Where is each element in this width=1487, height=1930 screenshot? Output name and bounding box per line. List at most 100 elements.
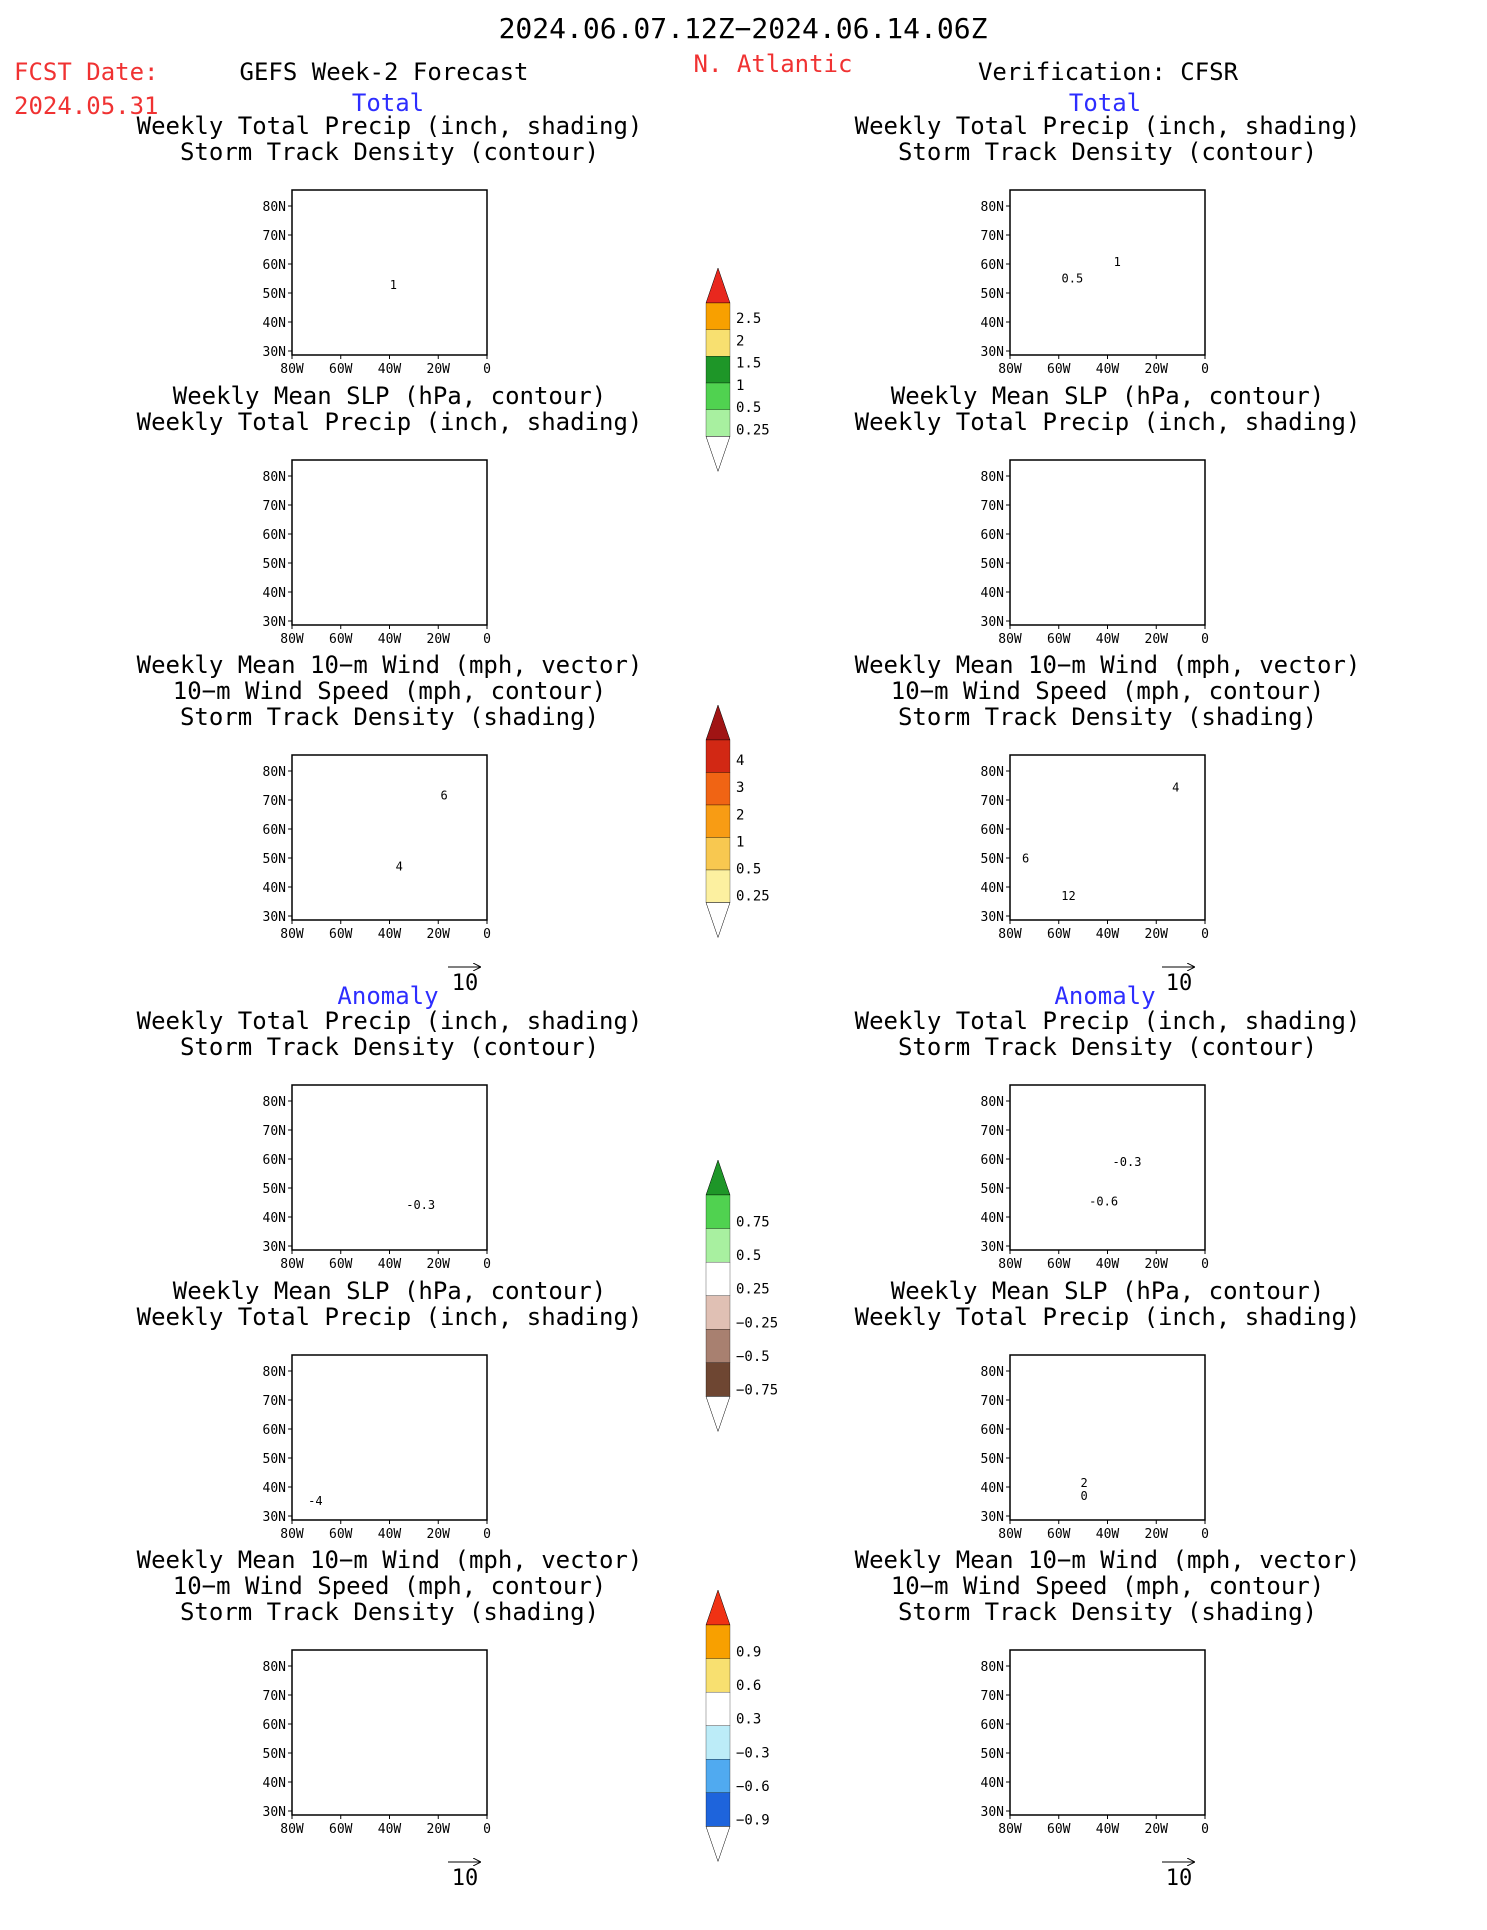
contour-label: 0 [1080, 1489, 1087, 1503]
lat-tick-label: 60N [263, 823, 286, 838]
section-total-right: Total [1069, 89, 1141, 117]
lon-tick-label: 60W [1047, 927, 1071, 942]
lon-tick-label: 80W [280, 632, 304, 647]
lon-tick-label: 40W [378, 927, 402, 942]
lon-tick-label: 60W [1047, 362, 1071, 377]
map-panel-ob-slp: Weekly Mean SLP (hPa, contour)Weekly Tot… [855, 382, 1361, 647]
contour-label: 2 [1080, 1476, 1087, 1490]
lat-tick-label: 70N [981, 1124, 1004, 1139]
lat-tick-label: 60N [263, 1153, 286, 1168]
lat-tick-label: 80N [981, 765, 1004, 780]
lat-tick-label: 30N [981, 1240, 1004, 1255]
map-plot-area: 80N 70N 60N 50N 40N 30N 80W 60W 40W 20W 0 [981, 459, 1209, 647]
colorbar-label: 1.5 [736, 356, 761, 372]
colorbar-label: −0.3 [736, 1745, 770, 1761]
colorbar-label: 2 [736, 333, 744, 349]
lat-tick-label: 70N [981, 1394, 1004, 1409]
map-plot-area: 1 80N 70N 60N 50N 40N 30N 80W 60W 40W 20W 0 [263, 189, 491, 377]
lon-tick-label: 40W [1096, 632, 1120, 647]
lat-tick-label: 30N [981, 1510, 1004, 1525]
lon-tick-label: 60W [329, 1527, 353, 1542]
lat-tick-label: 30N [263, 615, 286, 630]
map-panel-ob-wind: Weekly Mean 10−m Wind (mph, vector)10−m … [855, 651, 1361, 942]
lat-tick-label: 30N [263, 345, 286, 360]
lat-tick-label: 80N [981, 200, 1004, 215]
contour-label: 6 [440, 789, 447, 803]
lon-tick-label: 60W [1047, 1822, 1071, 1837]
lat-tick-label: 40N [263, 1211, 286, 1226]
lon-tick-label: 80W [998, 632, 1022, 647]
contour-label: -0.3 [406, 1198, 435, 1212]
colorbar-label: 0.6 [736, 1678, 761, 1694]
map-plot-area: -4 80N 70N 60N 50N 40N 30N 80W 60W 40W 20W 0 [263, 1354, 491, 1542]
lon-tick-label: 80W [998, 927, 1022, 942]
lat-tick-label: 60N [981, 1718, 1004, 1733]
lat-tick-label: 80N [263, 765, 286, 780]
lon-tick-label: 40W [378, 1527, 402, 1542]
section-anomaly-left: Anomaly [337, 982, 438, 1010]
colorbar-label: 4 [736, 753, 744, 769]
vector-ref-wind-fc: 10 [448, 967, 480, 996]
panel-title-line: Weekly Mean SLP (hPa, contour) [173, 382, 606, 410]
colorbars: 2.5 2 1.5 1 0.5 0.25 4 3 2 1 0.5 0.25 0.75 0.5 0.25 −0.… [705, 267, 778, 1863]
lon-tick-label: 40W [1096, 1822, 1120, 1837]
lat-tick-label: 40N [981, 586, 1004, 601]
lon-tick-label: 40W [378, 1822, 402, 1837]
panel-title-line: Weekly Total Precip (inch, shading) [855, 1303, 1361, 1331]
map-panel-fa-precip: Weekly Total Precip (inch, shading)Storm… [137, 1007, 643, 1272]
lat-tick-label: 60N [263, 258, 286, 273]
lon-tick-label: 20W [427, 927, 451, 942]
lon-tick-label: 20W [427, 1822, 451, 1837]
lat-tick-label: 60N [263, 1718, 286, 1733]
map-panel-oa-slp: Weekly Mean SLP (hPa, contour)Weekly Tot… [855, 1277, 1361, 1542]
map-plot-area: -0.3 -0.6 80N 70N 60N 50N 40N 30N 80W 60W 40W 20W 0 [981, 1084, 1209, 1272]
lon-tick-label: 0 [1201, 927, 1209, 942]
lat-tick-label: 70N [263, 1124, 286, 1139]
lat-tick-label: 30N [981, 910, 1004, 925]
vector-ref-label: 10 [452, 1866, 479, 1891]
map-panel-oa-precip: Weekly Total Precip (inch, shading)Storm… [855, 1007, 1361, 1272]
lat-tick-label: 80N [263, 470, 286, 485]
panel-title-line: Weekly Total Precip (inch, shading) [137, 1007, 643, 1035]
lat-tick-label: 50N [263, 1747, 286, 1762]
colorbar-label: 0.25 [736, 889, 770, 905]
lat-tick-label: 60N [263, 528, 286, 543]
map-plot-area: 4 6 80N 70N 60N 50N 40N 30N 80W 60W 40W 20W 0 [263, 754, 491, 942]
lon-tick-label: 0 [483, 1257, 491, 1272]
colorbar-label: 0.5 [736, 400, 761, 416]
lat-tick-label: 40N [981, 881, 1004, 896]
lat-tick-label: 40N [981, 316, 1004, 331]
lon-tick-label: 40W [378, 1257, 402, 1272]
panel-title-line: Weekly Total Precip (inch, shading) [137, 112, 643, 140]
vector-ref-label: 10 [1166, 971, 1193, 996]
panel-title-line: Weekly Mean 10−m Wind (mph, vector) [855, 1546, 1361, 1574]
lat-tick-label: 50N [263, 1182, 286, 1197]
lon-tick-label: 20W [427, 362, 451, 377]
lat-tick-label: 60N [981, 1423, 1004, 1438]
lat-tick-label: 70N [263, 499, 286, 514]
colorbar-track: 4 3 2 1 0.5 0.25 [705, 704, 770, 939]
lon-tick-label: 0 [1201, 362, 1209, 377]
lat-tick-label: 70N [263, 229, 286, 244]
contour-label: 12 [1061, 889, 1075, 903]
colorbar-label: 0.75 [736, 1215, 770, 1231]
lat-tick-label: 40N [981, 1211, 1004, 1226]
map-plot-area: 80N 70N 60N 50N 40N 30N 80W 60W 40W 20W 0 [263, 1649, 491, 1837]
map-panel-fc-slp: Weekly Mean SLP (hPa, contour)Weekly Tot… [137, 382, 643, 647]
vector-ref-label: 10 [452, 971, 479, 996]
lat-tick-label: 60N [981, 258, 1004, 273]
lat-tick-label: 50N [981, 557, 1004, 572]
lon-tick-label: 60W [329, 1257, 353, 1272]
fcst-date: 2024.05.31 [14, 92, 159, 120]
colorbar-label: −0.9 [736, 1812, 770, 1828]
date-range: 2024.06.07.12Z−2024.06.14.06Z [499, 12, 988, 45]
lat-tick-label: 70N [263, 1394, 286, 1409]
lon-tick-label: 60W [329, 362, 353, 377]
lat-tick-label: 50N [981, 287, 1004, 302]
map-panel-fa-wind: Weekly Mean 10−m Wind (mph, vector)10−m … [137, 1546, 643, 1837]
lon-tick-label: 0 [483, 632, 491, 647]
map-plot-area: 80N 70N 60N 50N 40N 30N 80W 60W 40W 20W 0 [981, 1649, 1209, 1837]
panel-title-line: Storm Track Density (contour) [180, 1033, 599, 1061]
panel-title-line: Storm Track Density (shading) [898, 1598, 1317, 1626]
